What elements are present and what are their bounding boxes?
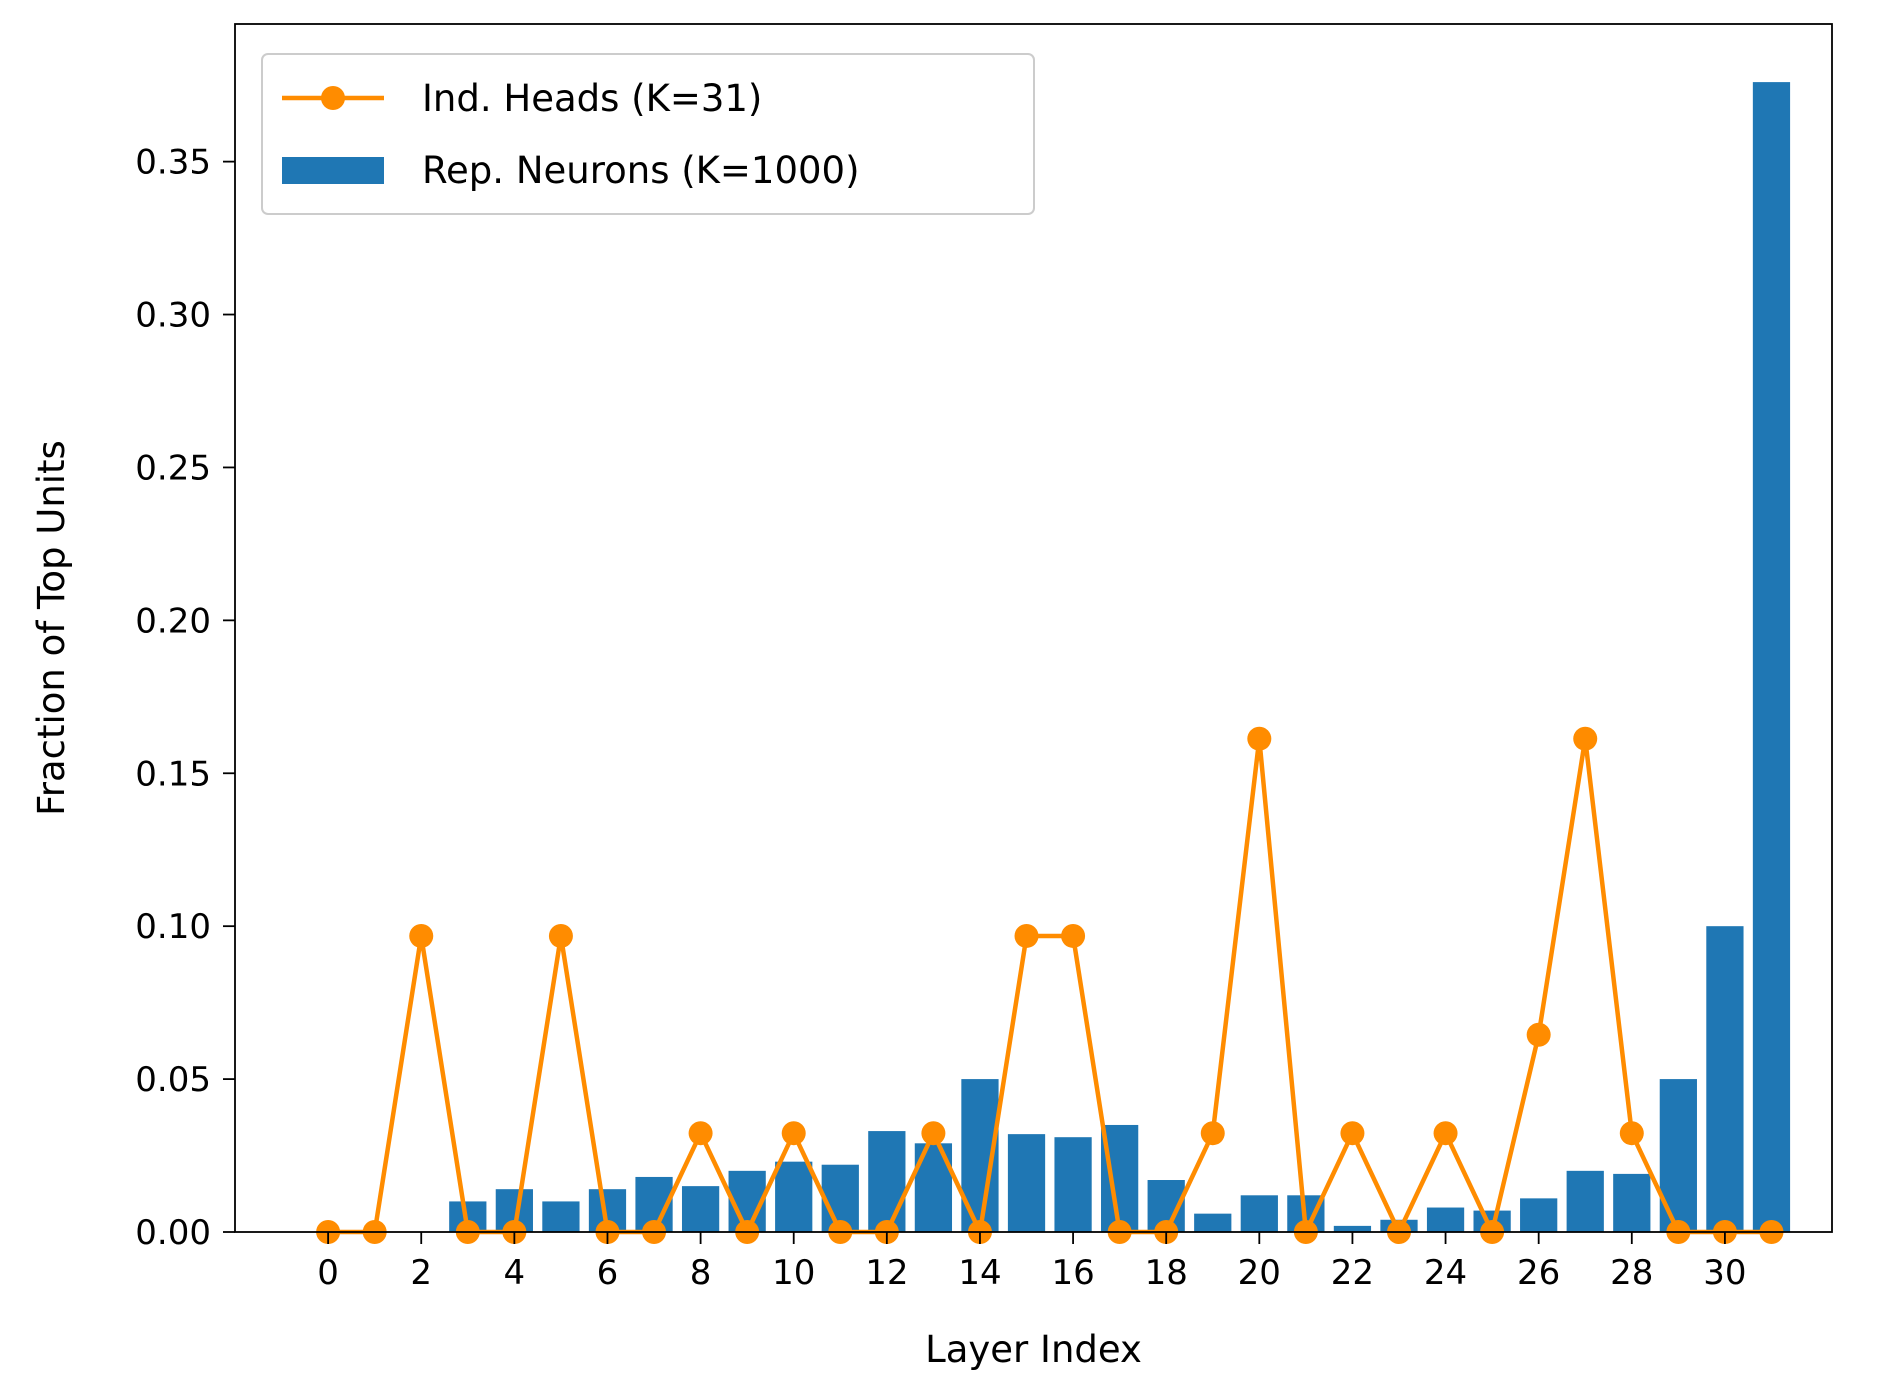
legend-bar-swatch [282,157,384,184]
x-tick-label: 4 [504,1253,526,1293]
ind-heads-point-13 [921,1121,946,1146]
x-tick-label: 6 [597,1253,619,1293]
legend-marker-swatch [321,86,345,110]
bar-layer-8 [681,1186,720,1232]
bar-layer-19 [1194,1213,1232,1232]
bar-layer-31 [1752,82,1791,1233]
ind-heads-line [328,736,1772,1235]
x-tick-label: 30 [1703,1253,1746,1293]
x-tick-label: 22 [1331,1253,1374,1293]
ind-heads-point-5 [548,923,573,948]
legend-label-ind-heads: Ind. Heads (K=31) [422,77,762,120]
x-tick-label: 0 [317,1253,339,1293]
ind-heads-point-16 [1061,923,1086,948]
x-tick-label: 16 [1051,1253,1094,1293]
bar-layer-27 [1566,1170,1604,1232]
x-axis: 0 2 4 6 8 10 12 14 16 18 20 22 24 26 28 30 [317,1232,1747,1293]
bar-layer-28 [1613,1173,1651,1232]
bar-layer-15 [1007,1134,1046,1232]
y-tick-label: 0.20 [135,601,211,641]
ind-heads-point-26 [1526,1022,1551,1047]
ind-heads-point-24 [1433,1121,1458,1146]
x-tick-label: 10 [772,1253,815,1293]
x-tick-label: 24 [1424,1253,1467,1293]
y-axis: 0.00 0.05 0.10 0.15 0.20 0.25 0.30 0.35 [135,143,235,1253]
bar-layer-24 [1426,1207,1465,1232]
y-tick-label: 0.00 [135,1213,211,1253]
y-tick-label: 0.25 [135,448,211,488]
bar-layer-16 [1054,1137,1092,1232]
legend-box [261,53,1035,215]
x-tick-label: 8 [690,1253,712,1293]
x-tick-label: 20 [1238,1253,1281,1293]
x-tick-label: 18 [1145,1253,1188,1293]
ind-heads-point-10 [781,1121,806,1146]
x-axis-label: Layer Index [925,1328,1142,1371]
x-tick-label: 14 [958,1253,1001,1293]
ind-heads-point-22 [1340,1121,1365,1146]
x-tick-label: 2 [410,1253,432,1293]
legend-label-rep-neurons: Rep. Neurons (K=1000) [422,149,860,192]
ind-heads-point-15 [1014,923,1039,948]
y-tick-label: 0.35 [135,143,211,183]
bar-layer-5 [542,1201,580,1232]
bar-layer-20 [1240,1195,1278,1232]
x-tick-label: 26 [1517,1253,1560,1293]
ind-heads-point-20 [1247,726,1272,751]
ind-heads-point-19 [1200,1121,1225,1146]
legend: Ind. Heads (K=31) Rep. Neurons (K=1000) [261,53,1035,215]
plot-frame [234,23,1833,1233]
y-tick-label: 0.15 [135,754,211,794]
bar-layer-12 [868,1131,906,1232]
ind-heads-point-27 [1573,726,1598,751]
x-tick-label: 12 [865,1253,908,1293]
y-tick-label: 0.30 [135,296,211,336]
bar-layer-10 [775,1161,813,1232]
y-tick-label: 0.10 [135,907,211,947]
ind-heads-point-2 [409,923,434,948]
bar-layer-22 [1333,1225,1372,1232]
y-axis-label: Fraction of Top Units [30,440,73,816]
y-tick-label: 0.05 [135,1060,211,1100]
bar-layer-26 [1520,1198,1558,1232]
ind-heads-point-28 [1619,1121,1644,1146]
bar-layer-30 [1706,926,1744,1232]
ind-heads-point-8 [688,1121,713,1146]
x-tick-label: 28 [1610,1253,1653,1293]
